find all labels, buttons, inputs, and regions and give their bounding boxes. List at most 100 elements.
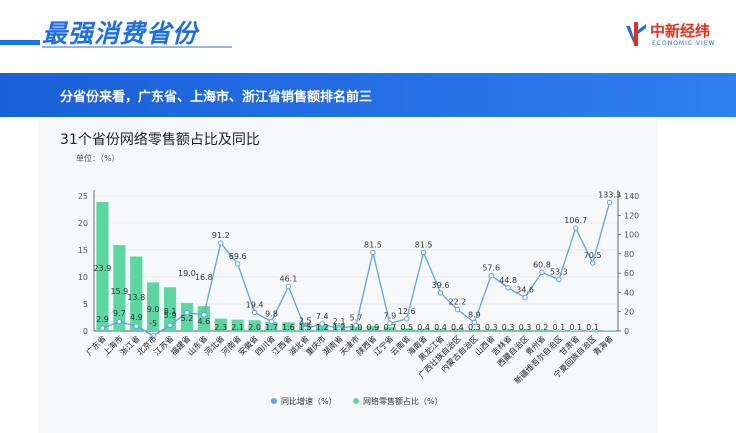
line-value-label: 2.5 xyxy=(299,317,312,326)
bar-value-label: 0.3 xyxy=(519,323,532,332)
bar-value-label: 0.4 xyxy=(417,323,430,332)
line-point xyxy=(201,312,207,318)
y-left-tick-label: 10 xyxy=(78,273,88,282)
legend-swatch-growth xyxy=(271,398,277,404)
banner-text: 分省份来看，广东省、上海市、浙江省销售额排名前三 xyxy=(60,90,373,105)
bar-value-label: 0.4 xyxy=(434,323,447,332)
bar-value-label: 13.8 xyxy=(127,293,145,302)
line-value-label: 2.9 xyxy=(96,315,109,324)
line-point xyxy=(404,316,410,322)
line-point xyxy=(150,333,156,339)
bar-value-label: 2.0 xyxy=(248,323,261,332)
bar-value-label: 0.3 xyxy=(468,323,481,332)
bar xyxy=(130,256,143,331)
bar xyxy=(366,326,379,331)
line-value-label: 7.9 xyxy=(383,311,396,320)
bar-value-label: 0.1 xyxy=(569,323,582,332)
logo-subtext: ECONOMIC VIEW xyxy=(652,40,716,47)
bar xyxy=(535,329,549,331)
bar-value-label: 15.9 xyxy=(110,287,128,296)
logo-mark-icon xyxy=(626,22,646,46)
line-point xyxy=(234,261,241,267)
banner: 分省份来看，广东省、上海市、浙江省销售额排名前三 xyxy=(0,73,736,117)
bar xyxy=(147,282,160,331)
line-value-label: 5.9 xyxy=(164,311,177,320)
line-value-label: 8.9 xyxy=(468,310,481,319)
bar xyxy=(586,330,599,331)
bar-value-label: 8.1 xyxy=(164,307,177,316)
bar xyxy=(603,330,616,331)
line-point xyxy=(184,309,190,316)
bar-value-label: 2.3 xyxy=(214,323,227,332)
bar xyxy=(451,328,464,331)
y-left-tick-label: 15 xyxy=(78,246,88,255)
title-accent-bar xyxy=(0,40,40,45)
y-left-tick-label: 20 xyxy=(78,219,88,228)
bar-value-label: 1.6 xyxy=(282,323,295,332)
line-value-label: 19.4 xyxy=(246,300,264,309)
y-right-tick-label: 20 xyxy=(624,308,634,317)
bar xyxy=(316,324,329,331)
line-point xyxy=(116,318,123,325)
bar-value-label: 0.3 xyxy=(502,323,515,332)
y-left-tick-label: 5 xyxy=(83,300,88,309)
line-point xyxy=(539,269,545,276)
line-value-label: 60.8 xyxy=(533,260,551,269)
bar xyxy=(282,322,295,331)
bar xyxy=(502,329,515,331)
bar-value-label: 0.3 xyxy=(485,323,498,332)
unit-label: 单位：（%） xyxy=(76,154,120,163)
line-point xyxy=(488,272,494,279)
y-right-tick-label: 0 xyxy=(624,327,629,336)
line-value-label: 12.6 xyxy=(398,307,416,316)
header xyxy=(0,0,736,66)
line-value-label: 91.2 xyxy=(212,231,230,240)
line-point xyxy=(420,249,427,256)
bar xyxy=(417,328,430,331)
line-value-label: 70.5 xyxy=(584,251,602,260)
bar xyxy=(434,328,447,331)
y-right-tick-label: 120 xyxy=(624,211,639,220)
bar xyxy=(163,287,177,331)
line-value-label: 106.7 xyxy=(564,216,587,225)
line-point xyxy=(302,325,308,332)
bar-value-label: 23.9 xyxy=(94,264,112,273)
bar-value-label: 1.0 xyxy=(350,323,363,332)
line-value-label: 57.6 xyxy=(482,263,500,272)
line-point xyxy=(167,322,173,329)
bar xyxy=(96,201,109,331)
line-point xyxy=(218,240,224,246)
line-value-label: 5.7 xyxy=(350,314,363,323)
bar xyxy=(214,318,227,331)
bar xyxy=(113,245,126,331)
bar-value-label: 4.6 xyxy=(198,317,211,326)
bar xyxy=(265,321,278,331)
y-left-tick-label: 0 xyxy=(83,327,88,336)
legend-label-growth: 同比增速（%） xyxy=(281,396,337,406)
y-right-tick-label: 80 xyxy=(624,250,634,259)
line-point xyxy=(606,199,613,206)
bar-value-label: 9.0 xyxy=(147,305,160,314)
bar-value-label: 0.9 xyxy=(367,323,380,332)
bar-value-label: 1.2 xyxy=(316,323,329,332)
line-point xyxy=(573,225,579,231)
line-point xyxy=(505,285,511,291)
bar xyxy=(383,327,396,331)
bar-value-label: 0.4 xyxy=(451,323,464,332)
line-point xyxy=(522,294,528,301)
line-point xyxy=(471,319,478,326)
line-value-label: 133.3 xyxy=(598,190,621,199)
line-point xyxy=(556,276,562,283)
line-value-label: -5 xyxy=(149,319,157,328)
line-point xyxy=(99,325,106,331)
chart-title: 31个省份网络零售额占比及同比 xyxy=(60,132,260,148)
y-right-tick-label: 40 xyxy=(624,288,634,297)
title-underline xyxy=(42,46,232,48)
bar-value-label: 2.1 xyxy=(231,323,244,332)
line-value-label: 81.5 xyxy=(415,240,433,249)
line-point xyxy=(437,290,444,296)
y-right-tick-label: 100 xyxy=(624,231,639,240)
bar-value-label: 1.2 xyxy=(333,323,346,332)
bar xyxy=(485,329,498,331)
line-point xyxy=(353,322,359,329)
